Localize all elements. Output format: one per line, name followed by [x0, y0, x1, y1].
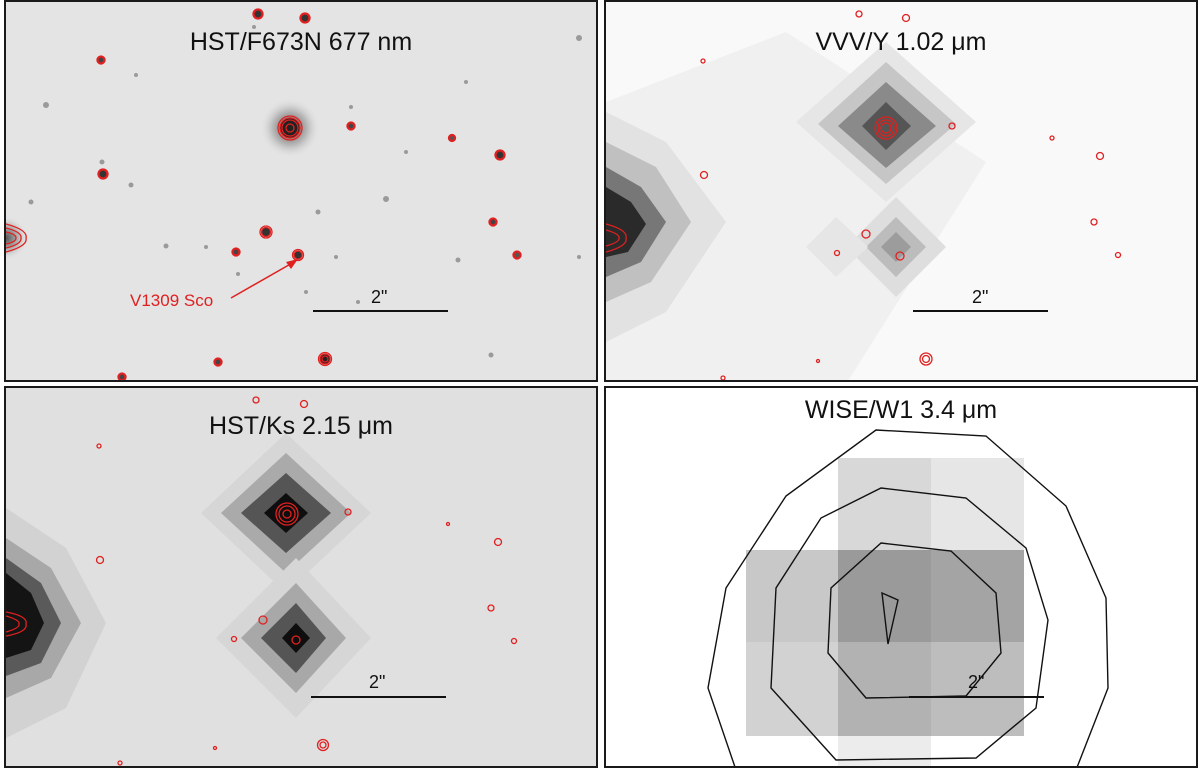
panel-hst-ks: HST/Ks 2.15 μm 2"	[4, 386, 598, 768]
scale-bar	[311, 696, 446, 698]
panel-title: VVV/Y 1.02 μm	[815, 28, 987, 56]
upper-star-pixels	[201, 433, 371, 593]
panel-wise-w1: WISE/W1 3.4 μm 2"	[604, 386, 1198, 768]
ks-contours	[6, 396, 518, 766]
scale-bar	[909, 696, 1044, 698]
vvv-contours	[606, 10, 1122, 380]
hst-ks-image	[6, 396, 518, 766]
panel-title: HST/Ks 2.15 μm	[209, 412, 393, 440]
lower-star-pixels	[806, 197, 946, 297]
left-star-pixels	[606, 112, 726, 342]
scale-bar	[313, 310, 448, 312]
scale-label: 2"	[968, 672, 985, 692]
v1309-arrow	[230, 259, 298, 299]
lower-star-pixels	[216, 558, 371, 718]
faint-stars	[28, 25, 582, 358]
star-contours	[6, 8, 522, 380]
wise-pixels	[746, 458, 1024, 766]
v1309-sco-label: V1309 Sco	[130, 291, 214, 310]
left-star-pixels	[6, 508, 106, 738]
panel-title: WISE/W1 3.4 μm	[804, 396, 998, 424]
panel-title: HST/F673N 677 nm	[189, 28, 413, 56]
vvv-y-image	[606, 2, 1196, 380]
scale-label: 2"	[369, 672, 386, 692]
panel-hst-f673n: HST/F673N 677 nm V1309 Sco 2"	[4, 0, 598, 382]
panel-vvv-y: VVV/Y 1.02 μm 2"	[604, 0, 1198, 382]
wise-w1-image	[707, 429, 1109, 766]
scale-bar	[913, 310, 1048, 312]
scale-label: 2"	[371, 287, 388, 307]
hst-f673n-image	[6, 8, 582, 380]
scale-label: 2"	[972, 287, 989, 307]
